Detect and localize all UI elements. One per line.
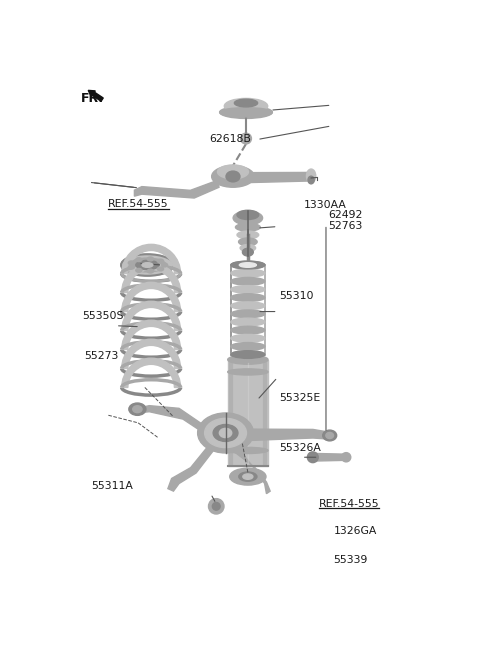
Ellipse shape (231, 269, 265, 277)
Polygon shape (247, 172, 313, 183)
Ellipse shape (240, 133, 252, 144)
Text: FR.: FR. (81, 91, 104, 104)
Ellipse shape (129, 403, 146, 415)
Ellipse shape (323, 430, 336, 441)
Ellipse shape (213, 424, 238, 442)
Ellipse shape (242, 135, 247, 139)
Text: 1326GA: 1326GA (334, 526, 377, 535)
Wedge shape (122, 302, 180, 330)
Polygon shape (245, 429, 328, 441)
Ellipse shape (147, 257, 154, 261)
Ellipse shape (136, 269, 142, 272)
Polygon shape (134, 180, 219, 198)
Ellipse shape (142, 263, 153, 267)
Ellipse shape (228, 369, 268, 375)
Ellipse shape (204, 419, 246, 447)
Polygon shape (228, 359, 268, 466)
Ellipse shape (307, 452, 318, 463)
Ellipse shape (231, 261, 265, 269)
Ellipse shape (212, 166, 254, 187)
Wedge shape (122, 263, 180, 292)
Ellipse shape (217, 165, 249, 179)
Ellipse shape (234, 99, 258, 107)
Ellipse shape (220, 108, 272, 117)
Ellipse shape (228, 447, 268, 453)
Ellipse shape (237, 210, 259, 219)
Ellipse shape (231, 351, 265, 359)
Ellipse shape (231, 318, 265, 326)
Ellipse shape (136, 260, 159, 269)
Ellipse shape (308, 176, 314, 184)
Text: 55350S: 55350S (83, 311, 124, 321)
Ellipse shape (147, 269, 154, 273)
Polygon shape (235, 447, 270, 493)
Text: 52763: 52763 (328, 221, 362, 231)
Ellipse shape (230, 468, 266, 485)
Wedge shape (122, 339, 180, 369)
Text: 55326A: 55326A (279, 443, 321, 453)
Text: 55310: 55310 (279, 291, 314, 302)
Ellipse shape (208, 499, 224, 514)
Ellipse shape (231, 327, 265, 334)
Ellipse shape (121, 254, 174, 276)
Ellipse shape (240, 263, 256, 267)
Ellipse shape (243, 474, 253, 480)
Ellipse shape (231, 286, 265, 293)
Polygon shape (313, 453, 346, 461)
Ellipse shape (326, 432, 334, 439)
Text: 55325E: 55325E (279, 392, 321, 403)
Polygon shape (140, 405, 206, 434)
Ellipse shape (306, 169, 316, 183)
Ellipse shape (231, 302, 265, 309)
FancyArrow shape (88, 91, 103, 101)
Ellipse shape (128, 265, 134, 269)
Text: 55273: 55273 (84, 351, 119, 361)
Ellipse shape (231, 334, 265, 342)
Ellipse shape (231, 351, 265, 359)
Wedge shape (122, 358, 180, 388)
Ellipse shape (341, 453, 351, 462)
Text: REF.54-555: REF.54-555 (108, 199, 169, 210)
Ellipse shape (161, 263, 168, 267)
Ellipse shape (240, 244, 256, 252)
Ellipse shape (231, 277, 265, 285)
Ellipse shape (239, 238, 257, 246)
Text: 1330AA: 1330AA (304, 200, 347, 210)
Ellipse shape (231, 342, 265, 350)
Ellipse shape (231, 294, 265, 302)
Ellipse shape (242, 248, 253, 256)
Ellipse shape (129, 258, 166, 272)
Ellipse shape (224, 99, 268, 114)
Ellipse shape (136, 258, 142, 261)
Wedge shape (122, 283, 180, 311)
Ellipse shape (157, 267, 164, 271)
Ellipse shape (237, 231, 259, 238)
Text: 55339: 55339 (334, 555, 368, 566)
Ellipse shape (219, 428, 232, 438)
Ellipse shape (157, 259, 164, 263)
Ellipse shape (231, 310, 265, 318)
Ellipse shape (128, 261, 134, 265)
Wedge shape (122, 244, 180, 273)
Wedge shape (122, 320, 180, 350)
Polygon shape (168, 443, 214, 491)
Text: 55311A: 55311A (92, 481, 133, 491)
Ellipse shape (198, 413, 253, 453)
Ellipse shape (226, 171, 240, 182)
Ellipse shape (239, 472, 257, 481)
Ellipse shape (236, 223, 260, 231)
Ellipse shape (133, 406, 142, 413)
Ellipse shape (220, 106, 272, 118)
Text: 62492: 62492 (328, 210, 362, 221)
Ellipse shape (228, 355, 268, 364)
Text: REF.54-555: REF.54-555 (319, 499, 379, 509)
Ellipse shape (231, 261, 265, 269)
Text: 62618B: 62618B (209, 133, 251, 143)
Ellipse shape (212, 503, 220, 510)
Ellipse shape (233, 211, 263, 225)
